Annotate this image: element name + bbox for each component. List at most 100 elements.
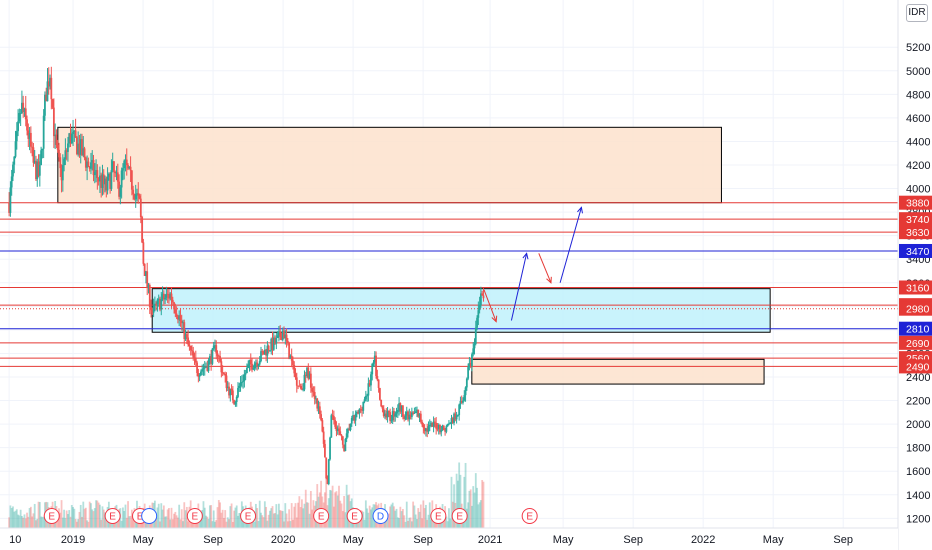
price-tick-label: 5000 (906, 66, 930, 78)
volume-bar (187, 521, 190, 528)
volume-bar (419, 504, 422, 528)
volume-bar (473, 492, 476, 528)
candle-body (194, 357, 197, 363)
candle-body (288, 342, 291, 359)
candle-body (426, 428, 429, 432)
volume-bar (105, 516, 108, 528)
candle-body (341, 436, 344, 445)
level-badge (899, 335, 932, 350)
candle-body (88, 167, 91, 169)
candle-body (344, 439, 347, 452)
volume-bar (303, 503, 306, 528)
candle-body (142, 242, 145, 264)
candle-body (82, 148, 85, 156)
volume-bar (92, 511, 95, 528)
volume-bar (263, 501, 266, 528)
volume-bar (69, 516, 72, 528)
price-tick-label: 4600 (906, 113, 930, 125)
volume-bar (340, 503, 343, 528)
candle-body (272, 337, 275, 350)
event-label: E (318, 512, 325, 523)
candle-body (473, 343, 476, 349)
candle-body (58, 149, 60, 158)
candle-body (147, 284, 150, 288)
candle-body (133, 194, 136, 200)
candle-body (325, 457, 328, 479)
event-label: E (109, 512, 116, 523)
level-badge-label: 3880 (906, 198, 930, 210)
candle-body (228, 386, 230, 396)
candle-body (72, 131, 74, 135)
candle-body (467, 367, 470, 379)
candle-body (441, 425, 444, 430)
volume-bar (284, 503, 287, 528)
level-badge-label: 2490 (906, 361, 930, 373)
candle-body (145, 271, 147, 276)
candle-body (189, 346, 192, 351)
volume-bar (341, 511, 344, 528)
candle-body (238, 385, 241, 388)
candle-body (286, 340, 289, 343)
trend-arrows (483, 206, 583, 323)
volume-bar (224, 510, 227, 528)
candle-body (307, 367, 310, 379)
volume-bar (366, 508, 369, 528)
volume-bar (440, 520, 443, 528)
price-tick-label: 4200 (906, 160, 930, 172)
candle-body (409, 414, 412, 418)
candle-body (280, 336, 283, 341)
candle-body (26, 119, 28, 131)
volume-bar (210, 505, 213, 528)
volume-bar (216, 507, 219, 528)
candle-body (423, 427, 426, 432)
candle-body (174, 309, 177, 314)
volume-bar (290, 503, 293, 528)
candle-body (198, 375, 201, 377)
volume-bar (327, 498, 330, 528)
candle-body (407, 411, 409, 420)
earnings-marker (451, 508, 468, 524)
candle-body (13, 156, 16, 165)
volume-bar (253, 521, 256, 528)
volume-bar (464, 462, 467, 528)
candle-body (18, 113, 21, 122)
candle-body (182, 322, 184, 324)
candle-body (46, 81, 49, 102)
time-tick-label: May (343, 534, 364, 546)
candle-body (124, 159, 127, 161)
volume-bar (339, 500, 342, 528)
candle-body (260, 351, 262, 362)
candle-body (134, 194, 137, 200)
volume-bar (409, 517, 412, 528)
volume-bar (393, 506, 395, 528)
volume-bar (61, 517, 64, 528)
event-label: E (435, 512, 442, 523)
volume-bar (416, 519, 418, 528)
candle-body (175, 313, 178, 317)
candle-body (463, 395, 466, 401)
volume-bar (405, 501, 408, 528)
candle-body (36, 161, 39, 180)
currency-badge[interactable]: IDR (906, 4, 928, 22)
volume-bar (304, 489, 307, 528)
volume-bar (458, 462, 461, 528)
candle-body (417, 409, 420, 417)
arrow-line (559, 207, 582, 283)
volume-bar (476, 487, 478, 528)
candle-body (65, 150, 68, 152)
earnings-marker (186, 508, 203, 524)
candle-body (187, 337, 190, 345)
candle-body (290, 355, 293, 361)
candle-body (148, 284, 151, 308)
volume-bar (442, 516, 445, 528)
candle-body (371, 363, 374, 375)
volume-bar (130, 509, 133, 528)
candle-body (161, 293, 164, 300)
volume-bar (221, 509, 224, 528)
candle-body (266, 345, 269, 356)
volume-bar (261, 515, 264, 528)
candle-body (84, 157, 87, 168)
candle-body (21, 102, 23, 114)
volume-bar (402, 509, 404, 528)
